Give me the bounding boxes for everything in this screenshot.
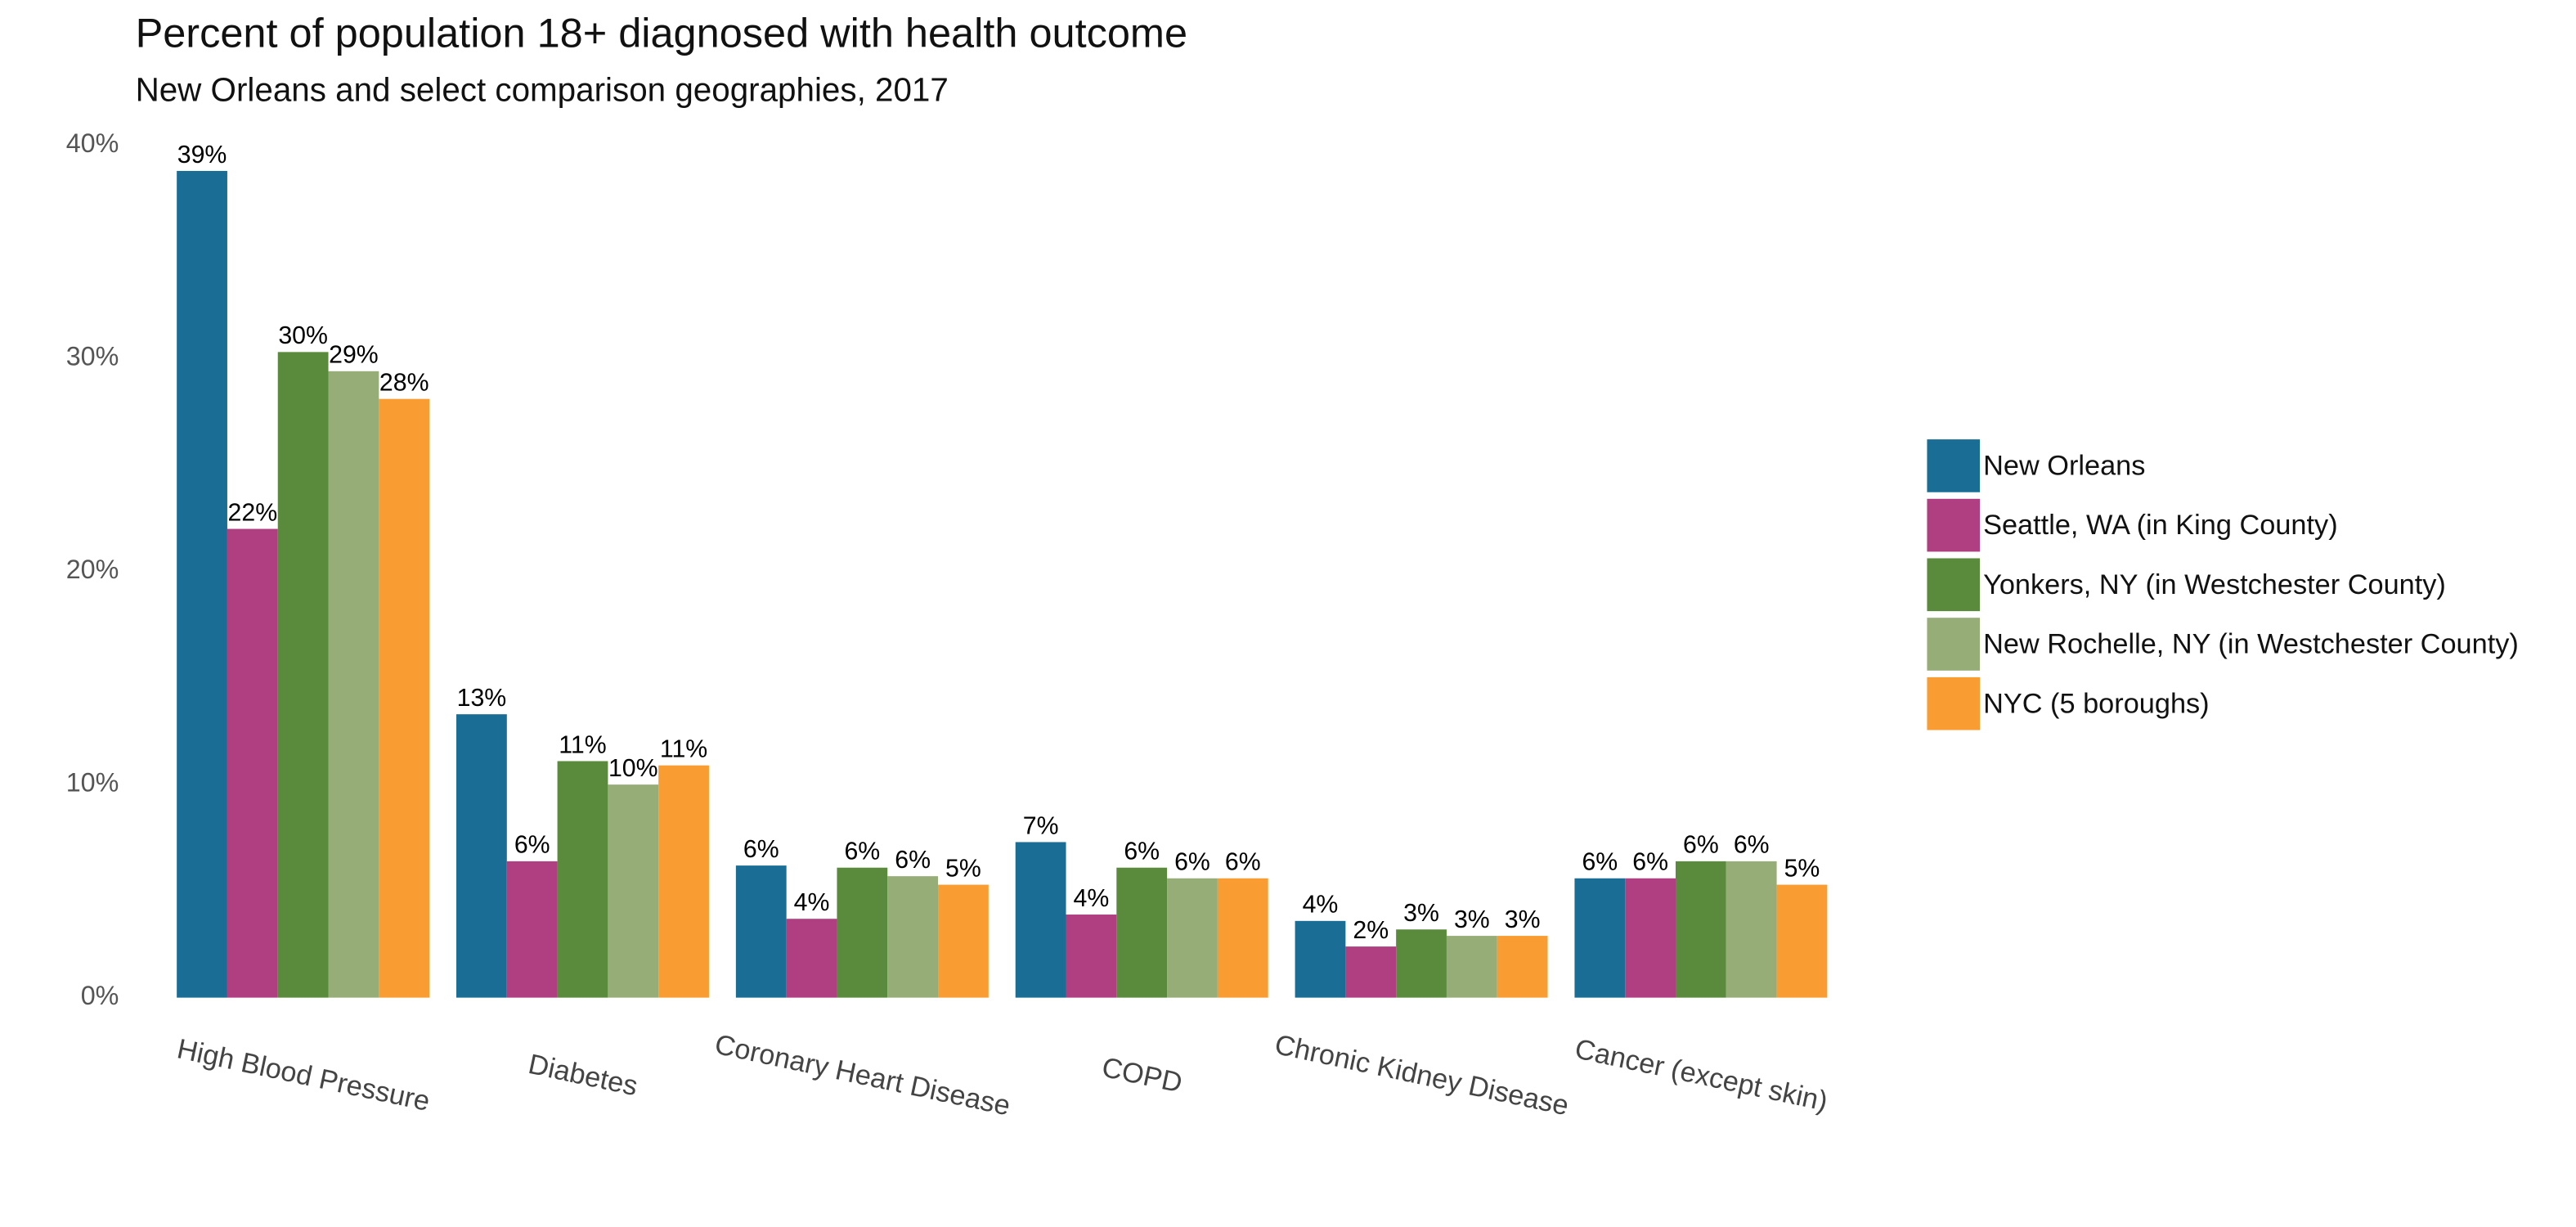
value-label: 5%: [945, 855, 981, 882]
bar: [1116, 867, 1168, 998]
value-label: 30%: [278, 322, 328, 349]
chart-subtitle: New Orleans and select comparison geogra…: [136, 71, 949, 109]
bar: [1396, 929, 1447, 998]
legend-label: NYC (5 boroughs): [1983, 688, 2210, 719]
value-label: 11%: [660, 736, 707, 763]
bar: [177, 170, 227, 998]
bar: [1497, 936, 1548, 998]
x-tick-label: COPD: [1099, 1052, 1185, 1099]
bar: [557, 761, 608, 998]
legend-swatch: [1927, 498, 1981, 552]
y-tick-label: 0%: [81, 981, 119, 1010]
bar: [1625, 878, 1676, 998]
y-tick-label: 10%: [66, 768, 119, 798]
bar: [735, 865, 787, 998]
y-tick-label: 40%: [66, 128, 119, 158]
value-label: 11%: [559, 731, 606, 758]
bar: [1574, 878, 1626, 998]
value-label: 3%: [1403, 900, 1439, 927]
bar: [1217, 878, 1268, 998]
y-tick-label: 30%: [66, 342, 119, 371]
bar: [1295, 920, 1346, 998]
legend-label: New Rochelle, NY (in Westchester County): [1983, 629, 2519, 660]
bar: [786, 919, 837, 998]
bar: [506, 861, 558, 998]
legend-swatch: [1927, 676, 1981, 730]
value-label: 13%: [457, 685, 507, 712]
value-label: 6%: [895, 847, 931, 874]
value-label: 6%: [1734, 832, 1770, 859]
bar: [1776, 884, 1828, 998]
bar: [1066, 915, 1117, 998]
value-label: 2%: [1353, 917, 1389, 944]
bar: [456, 714, 507, 998]
value-label: 5%: [1784, 855, 1820, 882]
bar: [887, 876, 939, 998]
x-tick-label: Coronary Heart Disease: [712, 1029, 1013, 1122]
bar: [1015, 842, 1066, 998]
value-label: 4%: [1303, 892, 1339, 919]
legend-label: Yonkers, NY (in Westchester County): [1983, 569, 2446, 600]
value-label: 6%: [844, 838, 880, 865]
x-tick-label: Chronic Kidney Disease: [1272, 1029, 1571, 1121]
value-label: 29%: [329, 342, 379, 369]
legend-swatch: [1927, 558, 1981, 612]
value-label: 22%: [228, 499, 278, 526]
value-label: 10%: [608, 755, 658, 782]
x-tick-label: High Blood Pressure: [174, 1033, 433, 1117]
value-label: 3%: [1505, 906, 1541, 933]
value-label: 28%: [379, 369, 429, 396]
bar: [938, 884, 989, 998]
legend-label: New Orleans: [1983, 451, 2145, 482]
value-label: 6%: [1582, 849, 1618, 876]
bar: [1167, 878, 1218, 998]
bar: [1676, 861, 1726, 998]
bar: [1446, 936, 1497, 998]
chart-title: Percent of population 18+ diagnosed with…: [136, 10, 1187, 56]
value-label: 6%: [514, 832, 550, 859]
bar: [837, 867, 888, 998]
value-label: 4%: [1074, 885, 1110, 912]
bar: [227, 528, 278, 998]
value-label: 6%: [1225, 849, 1261, 876]
bar: [658, 765, 709, 998]
y-tick-label: 20%: [66, 555, 119, 584]
value-label: 7%: [1023, 812, 1059, 839]
value-label: 6%: [1683, 832, 1719, 859]
value-label: 6%: [1174, 849, 1210, 876]
value-label: 6%: [743, 836, 779, 863]
value-label: 4%: [794, 889, 830, 916]
bar: [328, 371, 379, 998]
legend-swatch: [1927, 618, 1981, 671]
value-label: 3%: [1454, 906, 1490, 933]
bar: [1345, 946, 1397, 998]
value-label: 6%: [1124, 838, 1160, 865]
bar: [379, 398, 430, 998]
legend-label: Seattle, WA (in King County): [1983, 510, 2338, 541]
bar: [1726, 861, 1777, 998]
value-label: 6%: [1632, 849, 1668, 876]
x-tick-label: Diabetes: [526, 1049, 640, 1102]
legend-swatch: [1927, 439, 1981, 492]
value-label: 39%: [177, 142, 227, 169]
bar: [608, 784, 659, 998]
x-tick-label: Cancer (except skin): [1572, 1033, 1830, 1117]
bar: [277, 352, 329, 998]
